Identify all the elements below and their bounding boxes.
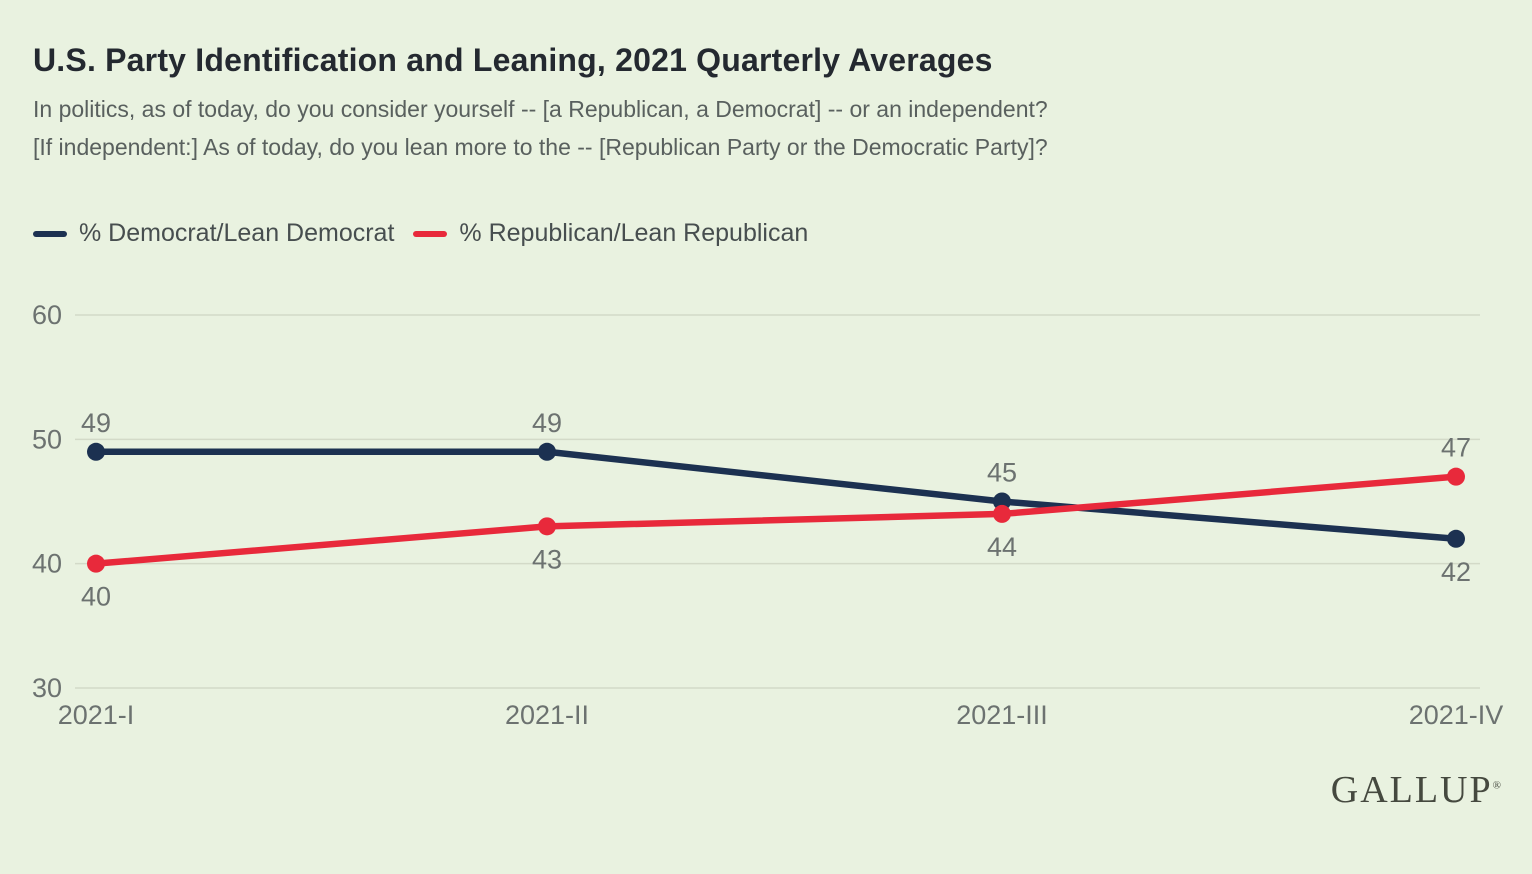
y-axis-tick-label: 30 — [32, 673, 62, 703]
series-line — [92, 448, 1460, 543]
legend-item-republican: % Republican/Lean Republican — [413, 219, 808, 248]
legend-item-democrat: % Democrat/Lean Democrat — [33, 219, 394, 248]
data-point-label: 47 — [1441, 433, 1471, 463]
data-point — [87, 442, 105, 461]
republican-line-swatch-icon — [413, 230, 448, 237]
data-point-label: 49 — [81, 408, 111, 438]
data-point — [1447, 529, 1465, 548]
x-axis-category-label: 2021-III — [956, 700, 1048, 730]
data-point-label: 43 — [532, 544, 562, 574]
data-point — [1447, 467, 1465, 486]
chart-subtitle-line-2: [If independent:] As of today, do you le… — [33, 134, 1048, 160]
data-point-label: 49 — [532, 408, 562, 438]
data-point-label: 42 — [1441, 557, 1471, 587]
data-point — [538, 442, 556, 461]
x-axis-category-label: 2021-IV — [1409, 700, 1504, 730]
series-line — [92, 473, 1460, 567]
legend-label-republican: % Republican/Lean Republican — [459, 219, 809, 247]
data-point — [87, 554, 105, 573]
data-point — [993, 504, 1011, 523]
x-axis-category-label: 2021-I — [58, 700, 135, 730]
data-point-label: 45 — [987, 458, 1017, 488]
data-point-label: 40 — [81, 582, 111, 612]
y-axis-tick-label: 60 — [32, 300, 62, 330]
chart-title: U.S. Party Identification and Leaning, 2… — [33, 42, 993, 78]
legend: % Democrat/Lean Democrat % Republican/Le… — [33, 219, 808, 248]
y-axis-tick-label: 40 — [32, 549, 62, 579]
democrat-line-swatch-icon — [33, 230, 67, 237]
x-axis-category-label: 2021-II — [505, 700, 589, 730]
registered-trademark-icon: ® — [1492, 779, 1501, 792]
data-point-label: 44 — [987, 532, 1017, 562]
y-axis-tick-label: 50 — [32, 424, 62, 454]
gallup-logo-text: GALLUP — [1330, 769, 1493, 811]
data-point — [993, 492, 1011, 511]
gallup-logo: GALLUP® — [1331, 768, 1501, 812]
data-point — [538, 517, 556, 536]
legend-label-democrat: % Democrat/Lean Democrat — [79, 219, 395, 247]
chart-subtitle-line-1: In politics, as of today, do you conside… — [33, 96, 1048, 122]
